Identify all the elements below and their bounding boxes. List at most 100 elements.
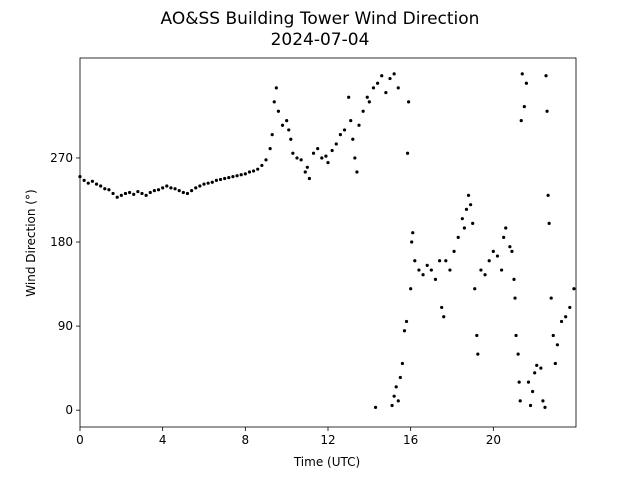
data-point [524,81,529,85]
data-point [270,133,274,137]
data-point [256,167,260,171]
data-point [508,245,512,249]
data-point [140,191,144,196]
data-point [405,151,410,155]
data-point [545,109,549,113]
y-tick-label: 90 [58,319,73,333]
data-point [169,186,173,190]
data-point [144,193,148,197]
data-point [462,226,466,230]
data-point [303,170,307,174]
data-point [376,81,380,85]
data-point [103,187,107,191]
x-axis-label: Time (UTC) [293,455,360,469]
data-point [206,181,210,185]
data-point [107,188,111,192]
data-point [285,118,289,123]
data-point [402,329,407,333]
data-point [471,221,475,225]
data-point [214,178,218,182]
data-point [380,74,384,78]
data-point [223,176,227,181]
data-point [181,190,185,195]
data-point [396,86,400,90]
data-point [460,217,464,221]
data-point [553,361,557,366]
data-point [227,175,231,180]
data-point [123,191,128,196]
data-point [390,403,394,408]
data-point [373,405,378,409]
data-point [417,268,421,272]
data-point [210,180,214,184]
data-point [334,142,338,146]
y-tick-label: 0 [65,403,73,417]
data-point [243,172,247,176]
data-point [173,187,177,191]
data-point [429,268,433,272]
data-point [198,184,202,188]
data-point [252,169,256,173]
data-point [136,189,140,194]
data-point [280,123,285,127]
chart-subtitle: 2024-07-04 [271,30,370,50]
data-point [425,263,429,267]
data-point [526,380,531,384]
data-point [78,175,82,179]
data-point [516,352,520,356]
data-point [268,147,272,151]
data-point [202,182,206,186]
data-point [330,148,334,153]
data-point [504,226,508,230]
data-point [218,177,223,182]
data-point [355,170,359,174]
x-tick-label: 8 [242,433,250,447]
data-point [483,273,487,277]
data-point [287,128,291,132]
data-point [128,190,132,195]
data-point [94,182,99,186]
data-point [156,188,161,192]
data-point [413,259,417,263]
data-point [165,184,169,188]
data-point [544,74,548,78]
data-point [320,156,324,160]
data-point [289,137,293,141]
data-point [274,86,278,90]
data-point [264,158,268,162]
data-point [400,361,404,366]
data-point [305,165,309,169]
plot-frame [79,57,577,428]
data-point [82,178,86,182]
data-point [510,249,514,253]
data-point [519,118,523,123]
data-point [533,371,537,375]
data-point [543,405,547,409]
data-point [367,100,371,104]
data-point [448,268,452,272]
data-point [444,259,448,263]
data-point [299,158,303,162]
data-point [421,273,425,277]
data-point [410,240,414,244]
data-point [564,315,568,319]
data-point [559,319,564,324]
data-point [231,175,235,179]
data-point [475,333,479,338]
data-point [547,221,551,225]
data-point [500,268,504,272]
data-point [194,186,198,190]
data-point [502,235,506,239]
data-point [546,193,550,197]
data-point [190,189,194,193]
data-point [440,305,444,310]
data-point [177,189,181,193]
data-point [476,352,480,356]
x-tick-label: 20 [486,433,501,447]
data-point [338,133,342,137]
data-point [86,181,90,185]
data-point [409,287,413,291]
data-point [388,76,392,81]
data-point [518,399,522,403]
